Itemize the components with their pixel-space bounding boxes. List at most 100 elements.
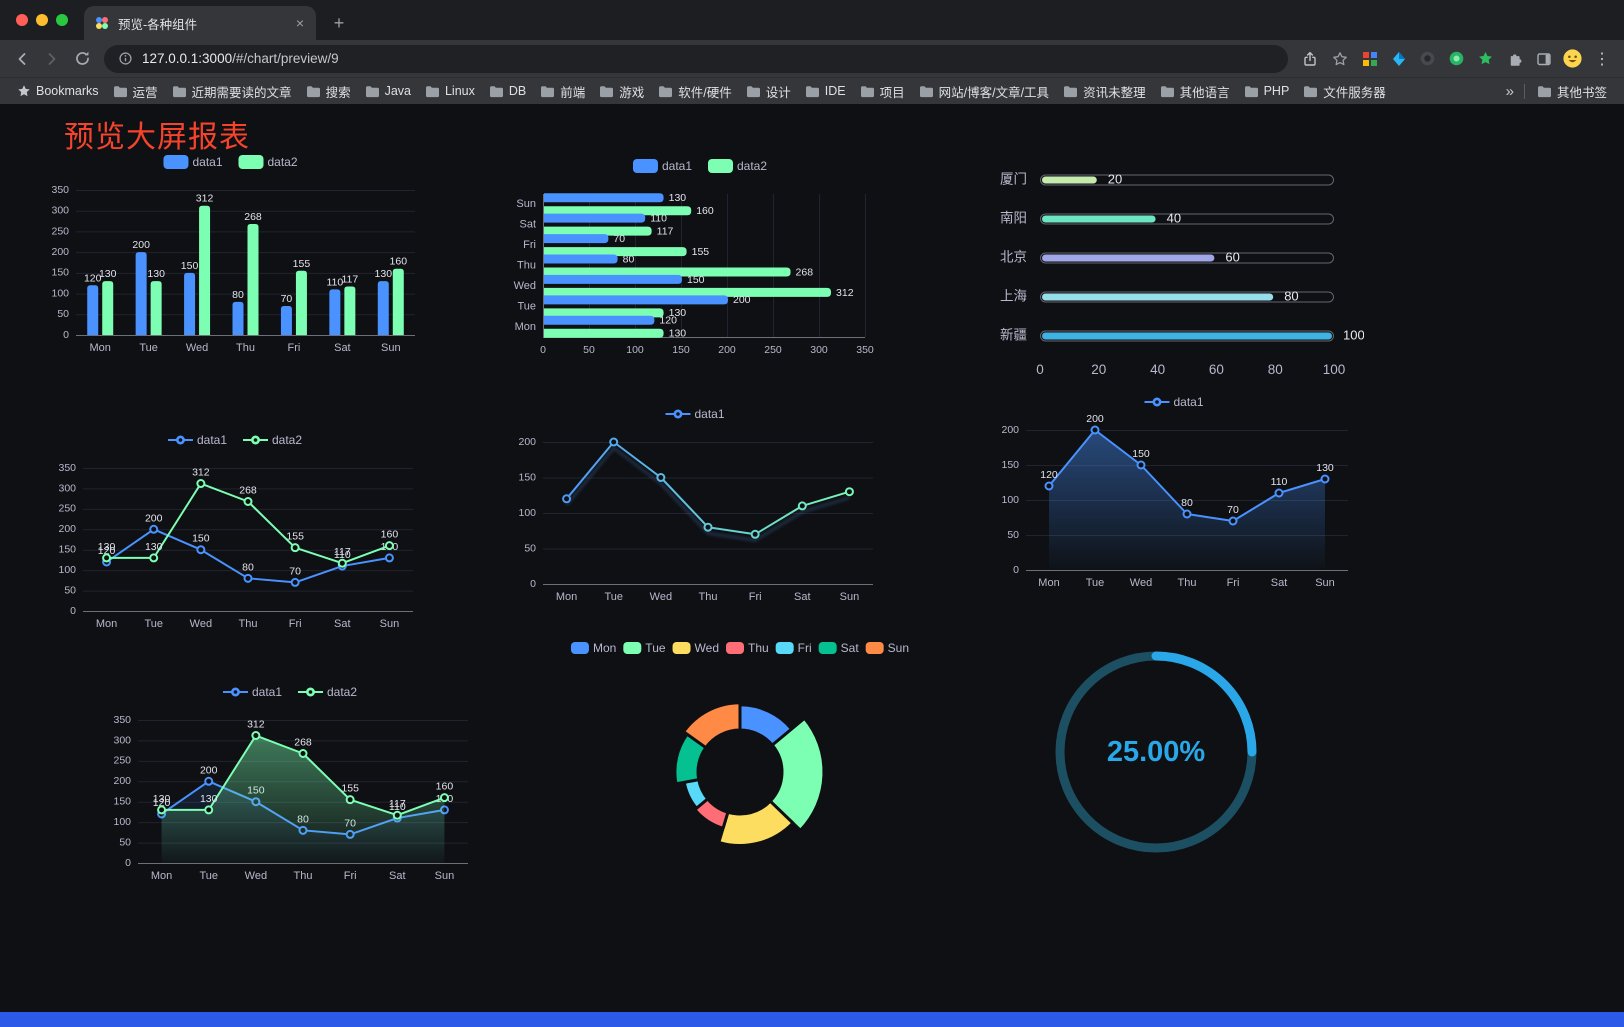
bookmark-folder-label: 软件/硬件 [678,85,732,100]
green-star-extension-icon[interactable] [1476,49,1495,68]
bookmark-folder-label: 其他语言 [1179,85,1230,100]
colorful-extension-icon[interactable] [1360,49,1379,68]
extensions-puzzle-button[interactable] [1505,49,1524,68]
folder-icon [1063,85,1078,98]
folder-icon [306,85,321,98]
other-bookmarks-folder[interactable]: 其他书签 [1530,79,1614,104]
folder-icon [1537,85,1552,98]
browser-menu-button[interactable]: ⋮ [1594,50,1610,68]
folder-icon [805,85,820,98]
progress-gauge-chart [1040,636,1272,868]
extensions-area: ⋮ [1356,49,1616,69]
bookmarks-list: Bookmarks 运营 近期需要读的文章 搜索 Java Linux DB 前端 游戏 软件/… [10,79,1501,104]
url-text: 127.0.0.1:3000/#/chart/preview/9 [142,51,339,66]
bookmarks-right-group: » 其他书签 [1501,79,1614,104]
green-circle-extension-icon[interactable] [1447,49,1466,68]
bookmark-folder-label: 项目 [879,85,905,100]
bookmark-folder[interactable]: Linux [418,81,482,101]
bookmarks-divider [1523,83,1525,99]
bookmark-folder[interactable]: DB [482,81,533,101]
bookmark-folder-label: 文件服务器 [1323,85,1386,100]
bookmark-folder-label: DB [508,84,527,98]
new-tab-button[interactable]: + [333,12,345,33]
folder-icon [599,85,614,98]
grouped-bar-chart-canvas[interactable] [38,146,423,361]
kite-extension-icon[interactable] [1389,49,1408,68]
dual-area-line-chart [100,676,480,889]
bookmarks-root-item[interactable]: Bookmarks [10,81,106,101]
folder-icon [1160,85,1175,98]
bookmark-folder-label: 近期需要读的文章 [191,85,292,100]
dual-line-chart-canvas[interactable] [45,424,425,637]
bookmark-folder[interactable]: Java [358,81,418,101]
folder-icon [1244,85,1259,98]
bookmarks-overflow-button[interactable]: » [1505,82,1514,100]
bookmark-star-button[interactable] [1326,45,1354,73]
gradient-line-chart [505,398,885,610]
reload-button[interactable] [68,45,96,73]
folder-icon [658,85,673,98]
bookmark-folder[interactable]: 文件服务器 [1296,79,1393,104]
bookmark-folder[interactable]: 软件/硬件 [651,79,738,104]
site-favicon [94,15,110,31]
bookmark-folder[interactable]: 设计 [739,79,798,104]
footer-bar [0,1012,1624,1027]
bookmark-folder-label: 设计 [765,85,791,100]
site-info-icon[interactable] [118,51,133,66]
dual-area-line-chart-canvas[interactable] [100,676,480,889]
window-controls [16,14,68,26]
side-panel-button[interactable] [1534,49,1553,68]
bookmark-folder[interactable]: 近期需要读的文章 [165,79,299,104]
bookmark-folder[interactable]: 搜索 [299,79,358,104]
tab-title: 预览-各种组件 [118,17,198,32]
bookmark-folder[interactable]: 网站/博客/文章/工具 [912,79,1056,104]
bookmark-folder-label: Linux [444,84,475,98]
horizontal-bar-chart-canvas[interactable] [505,150,895,363]
address-bar[interactable]: 127.0.0.1:3000/#/chart/preview/9 [104,44,1288,73]
tab-strip: 预览-各种组件 × + [0,0,1624,40]
forward-button[interactable] [38,45,66,73]
folder-icon [860,85,875,98]
progress-gauge-canvas[interactable] [1040,636,1272,868]
bookmark-folder[interactable]: 项目 [853,79,912,104]
bookmark-folder-label: 前端 [560,85,586,100]
share-button[interactable] [1296,45,1324,73]
rose-donut-chart [545,634,935,869]
bookmark-folder-label: Java [384,84,411,98]
bookmark-folder[interactable]: 资讯未整理 [1056,79,1153,104]
area-line-chart [988,386,1360,596]
browser-tab[interactable]: 预览-各种组件 × [84,6,316,40]
horizontal-bar-chart [505,150,895,363]
folder-icon [540,85,555,98]
bookmark-folder[interactable]: 前端 [533,79,592,104]
bookmark-folder[interactable]: PHP [1237,81,1297,101]
gradient-line-chart-canvas[interactable] [505,398,885,610]
bookmark-folder[interactable]: 运营 [106,79,165,104]
bookmark-folder-label: IDE [824,84,846,98]
url-path: /#/chart/preview/9 [232,51,339,66]
folder-icon [425,85,440,98]
navigation-bar: 127.0.0.1:3000/#/chart/preview/9 [0,40,1624,77]
bookmark-folder[interactable]: 游戏 [592,79,651,104]
tab-close-icon[interactable]: × [295,15,305,31]
profile-avatar[interactable] [1563,49,1582,68]
bookmark-folder[interactable]: IDE [798,81,853,101]
bookmark-folder-label: 搜索 [325,85,351,100]
url-host: 127.0.0.1:3000 [142,51,233,66]
window-close-button[interactable] [16,14,28,26]
window-minimize-button[interactable] [36,14,48,26]
window-zoom-button[interactable] [56,14,68,26]
bookmark-folder-label: PHP [1263,84,1290,98]
bookmark-folder-label: 资讯未整理 [1083,85,1146,100]
area-line-chart-canvas[interactable] [988,386,1360,596]
bookmark-folder-label: 网站/博客/文章/工具 [938,85,1050,100]
rose-donut-chart-canvas[interactable] [545,634,935,869]
folder-icon [919,85,934,98]
folder-icon [489,85,504,98]
bookmark-folder-label: 运营 [132,85,158,100]
capsule-progress-chart-canvas[interactable] [992,156,1364,386]
bookmark-folder[interactable]: 其他语言 [1153,79,1237,104]
dark-sphere-extension-icon[interactable] [1418,49,1437,68]
back-button[interactable] [8,45,36,73]
